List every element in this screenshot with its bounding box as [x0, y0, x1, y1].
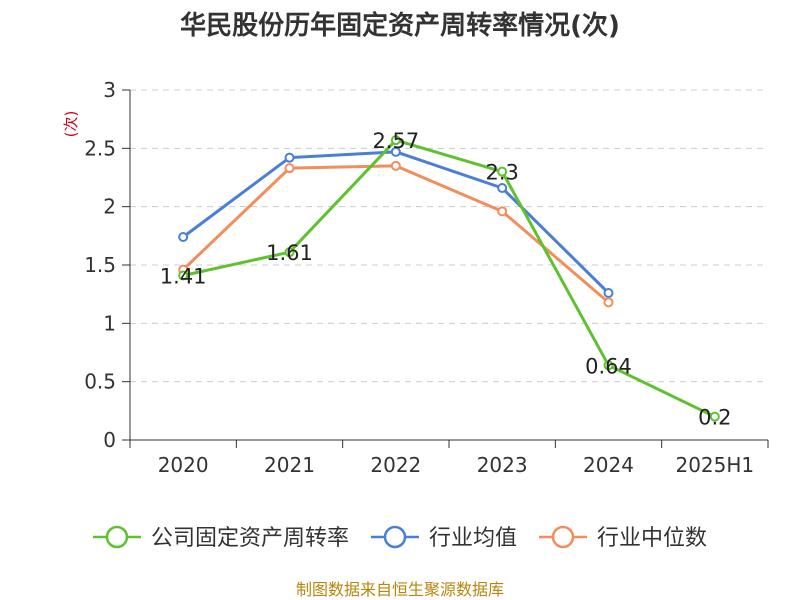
series-point — [284, 247, 295, 258]
x-tick-label: 2020 — [158, 453, 209, 477]
data-label: 1.61 — [266, 241, 313, 265]
x-tick-label: 2022 — [370, 453, 421, 477]
legend-item-1[interactable]: 行业均值 — [370, 525, 517, 551]
y-tick-label: 0.5 — [84, 370, 116, 394]
series-point — [390, 146, 401, 157]
series-point — [284, 163, 295, 174]
source-note: 制图数据来自恒生聚源数据库 — [296, 580, 504, 599]
legend-label: 行业均值 — [429, 526, 517, 551]
axis-layer: 0 0.5 1 1.5 2 2.5 3 2020 2021 2022 2023 2024 2025H1 — [84, 78, 769, 477]
legend-marker — [383, 525, 407, 549]
y-tick-label: 3 — [103, 78, 116, 102]
data-label-layer: 1.41 1.61 2.57 2.3 0.64 0.2 — [160, 129, 732, 430]
series-point — [497, 183, 508, 193]
series-line-1 — [182, 150, 610, 295]
data-label: 0.64 — [585, 354, 632, 378]
x-tick-label: 2025H1 — [675, 453, 754, 477]
legend-item-2[interactable]: 行业中位数 — [539, 525, 707, 551]
grid-layer — [130, 89, 768, 383]
series-point — [603, 297, 614, 308]
chart-title: 华民股份历年固定资产周转率情况(次) — [180, 10, 620, 41]
series-point — [497, 166, 508, 177]
series-layer — [178, 135, 720, 422]
data-label: 2.3 — [485, 161, 518, 185]
series-point — [390, 135, 401, 146]
legend-marker — [551, 525, 575, 549]
y-tick-label: 2.5 — [84, 136, 116, 160]
data-label: 2.57 — [372, 129, 419, 153]
series-point — [178, 232, 189, 242]
data-label: 1.41 — [160, 265, 207, 289]
y-axis-unit-label: (次) — [62, 111, 80, 138]
x-tick-label: 2024 — [583, 453, 634, 477]
series-line-0 — [182, 138, 716, 419]
series-line-2 — [182, 164, 610, 304]
series-point — [603, 360, 614, 371]
legend-label: 行业中位数 — [597, 526, 707, 551]
series-point — [497, 206, 508, 217]
y-tick-label: 2 — [103, 195, 116, 219]
legend: 公司固定资产周转率 行业均值 行业中位数 — [92, 525, 707, 551]
series-point — [178, 270, 189, 281]
series-point — [390, 160, 401, 171]
series-point — [603, 288, 614, 298]
series-point — [709, 411, 720, 422]
legend-item-0[interactable]: 公司固定资产周转率 — [92, 525, 349, 551]
x-tick-label: 2023 — [477, 453, 528, 477]
data-label: 0.2 — [698, 406, 731, 430]
legend-marker — [105, 525, 129, 549]
y-tick-label: 1 — [103, 311, 116, 335]
y-tick-label: 0 — [103, 428, 116, 452]
series-point — [284, 152, 295, 163]
legend-label: 公司固定资产周转率 — [151, 526, 349, 551]
x-tick-label: 2021 — [264, 453, 315, 477]
y-tick-label: 1.5 — [84, 253, 116, 277]
